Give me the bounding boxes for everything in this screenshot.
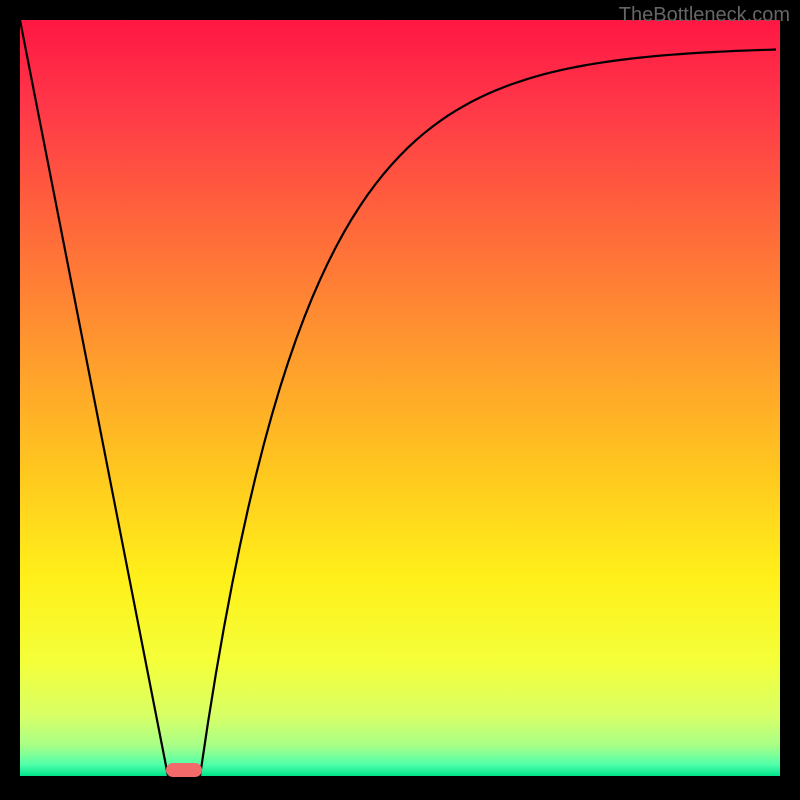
optimal-point-marker <box>166 763 202 777</box>
chart-plot-area <box>20 20 780 776</box>
watermark-text: TheBottleneck.com <box>619 4 790 27</box>
bottleneck-chart-canvas <box>0 0 800 800</box>
